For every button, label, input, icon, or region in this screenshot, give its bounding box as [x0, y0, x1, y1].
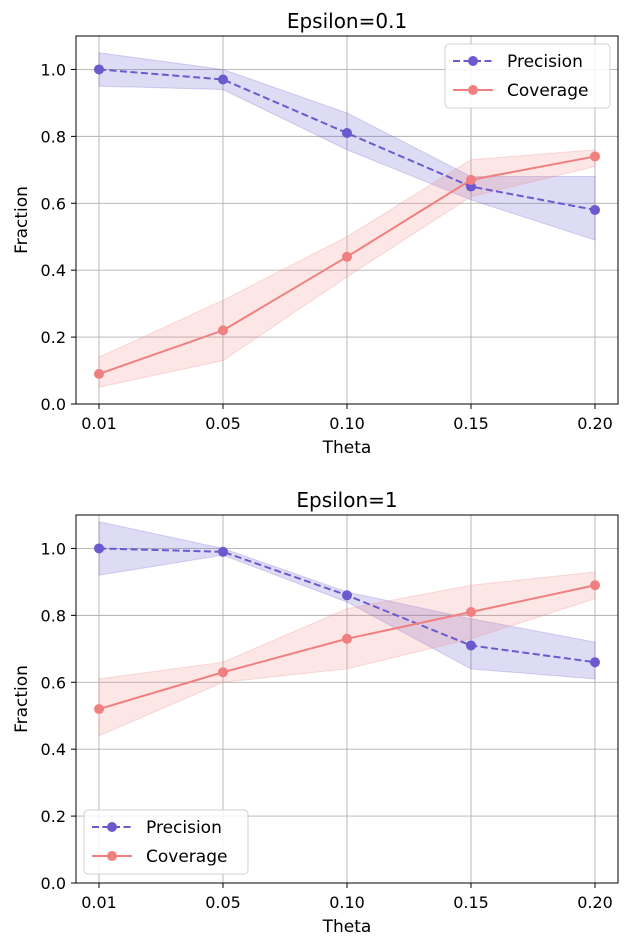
point-coverage — [94, 368, 104, 379]
y-tick-label: 0.6 — [41, 194, 66, 213]
x-tick-label: 0.20 — [577, 414, 613, 433]
y-tick-label: 0.0 — [41, 874, 66, 893]
y-axis-label: Fraction — [12, 665, 32, 733]
y-tick-label: 1.0 — [41, 60, 66, 79]
chart-title: Epsilon=1 — [296, 488, 397, 512]
x-tick-label: 0.10 — [329, 893, 365, 912]
legend-marker-precision — [468, 56, 478, 66]
y-tick-label: 0.4 — [41, 740, 66, 759]
point-coverage — [94, 704, 104, 715]
legend-marker-coverage — [107, 851, 117, 861]
x-tick-label: 0.15 — [453, 893, 489, 912]
point-coverage — [466, 174, 476, 185]
point-precision — [218, 74, 228, 85]
point-precision — [218, 546, 228, 557]
line-precision — [98, 68, 596, 211]
y-tick-label: 0.8 — [41, 606, 66, 625]
point-coverage — [466, 607, 476, 618]
point-coverage — [590, 151, 600, 162]
x-tick-label: 0.15 — [453, 414, 489, 433]
point-precision — [466, 640, 476, 651]
point-precision — [342, 128, 352, 139]
y-tick-label: 0.2 — [41, 807, 66, 826]
point-coverage — [218, 325, 228, 336]
y-tick-label: 1.0 — [41, 539, 66, 558]
x-tick-label: 0.05 — [205, 893, 241, 912]
legend: Precision Coverage — [444, 43, 611, 109]
chart-1: 0.01 0.05 0.10 0.15 0.20 0.0 0.2 0.4 0.6 0.8 1.0 Ep… — [12, 9, 619, 458]
point-coverage — [342, 251, 352, 262]
legend-label-coverage: Coverage — [507, 81, 588, 101]
point-precision — [590, 657, 600, 668]
y-tick-label: 0.8 — [41, 127, 66, 146]
band-precision — [98, 521, 596, 680]
y-tick-label: 0.6 — [41, 673, 66, 692]
legend-marker-precision — [107, 822, 117, 832]
legend-marker-coverage — [468, 85, 478, 95]
x-axis-label: Theta — [322, 438, 372, 458]
x-tick-label: 0.05 — [205, 414, 241, 433]
x-axis-label: Theta — [322, 917, 372, 937]
x-tick-label: 0.01 — [81, 414, 117, 433]
legend-label-precision: Precision — [146, 818, 222, 838]
y-tick-label: 0.4 — [41, 261, 66, 280]
y-tick-label: 0.2 — [41, 328, 66, 347]
x-tick-label: 0.10 — [329, 414, 365, 433]
y-tick-label: 0.0 — [41, 395, 66, 414]
point-coverage — [342, 633, 352, 644]
point-precision — [590, 204, 600, 215]
band-precision — [98, 52, 596, 241]
legend: Precision Coverage — [83, 809, 249, 875]
point-precision — [94, 64, 104, 75]
legend-label-precision: Precision — [507, 52, 583, 72]
y-axis-label: Fraction — [12, 186, 32, 254]
point-precision — [94, 543, 104, 554]
chart-2: 0.01 0.05 0.10 0.15 0.20 0.0 0.2 0.4 0.6 0.8 1.0 Ep… — [12, 488, 619, 937]
point-coverage — [590, 580, 600, 591]
chart-title: Epsilon=0.1 — [287, 9, 407, 33]
x-tick-label: 0.20 — [577, 893, 613, 912]
legend-label-coverage: Coverage — [146, 847, 227, 867]
x-tick-label: 0.01 — [81, 893, 117, 912]
point-precision — [342, 590, 352, 601]
point-coverage — [218, 667, 228, 678]
